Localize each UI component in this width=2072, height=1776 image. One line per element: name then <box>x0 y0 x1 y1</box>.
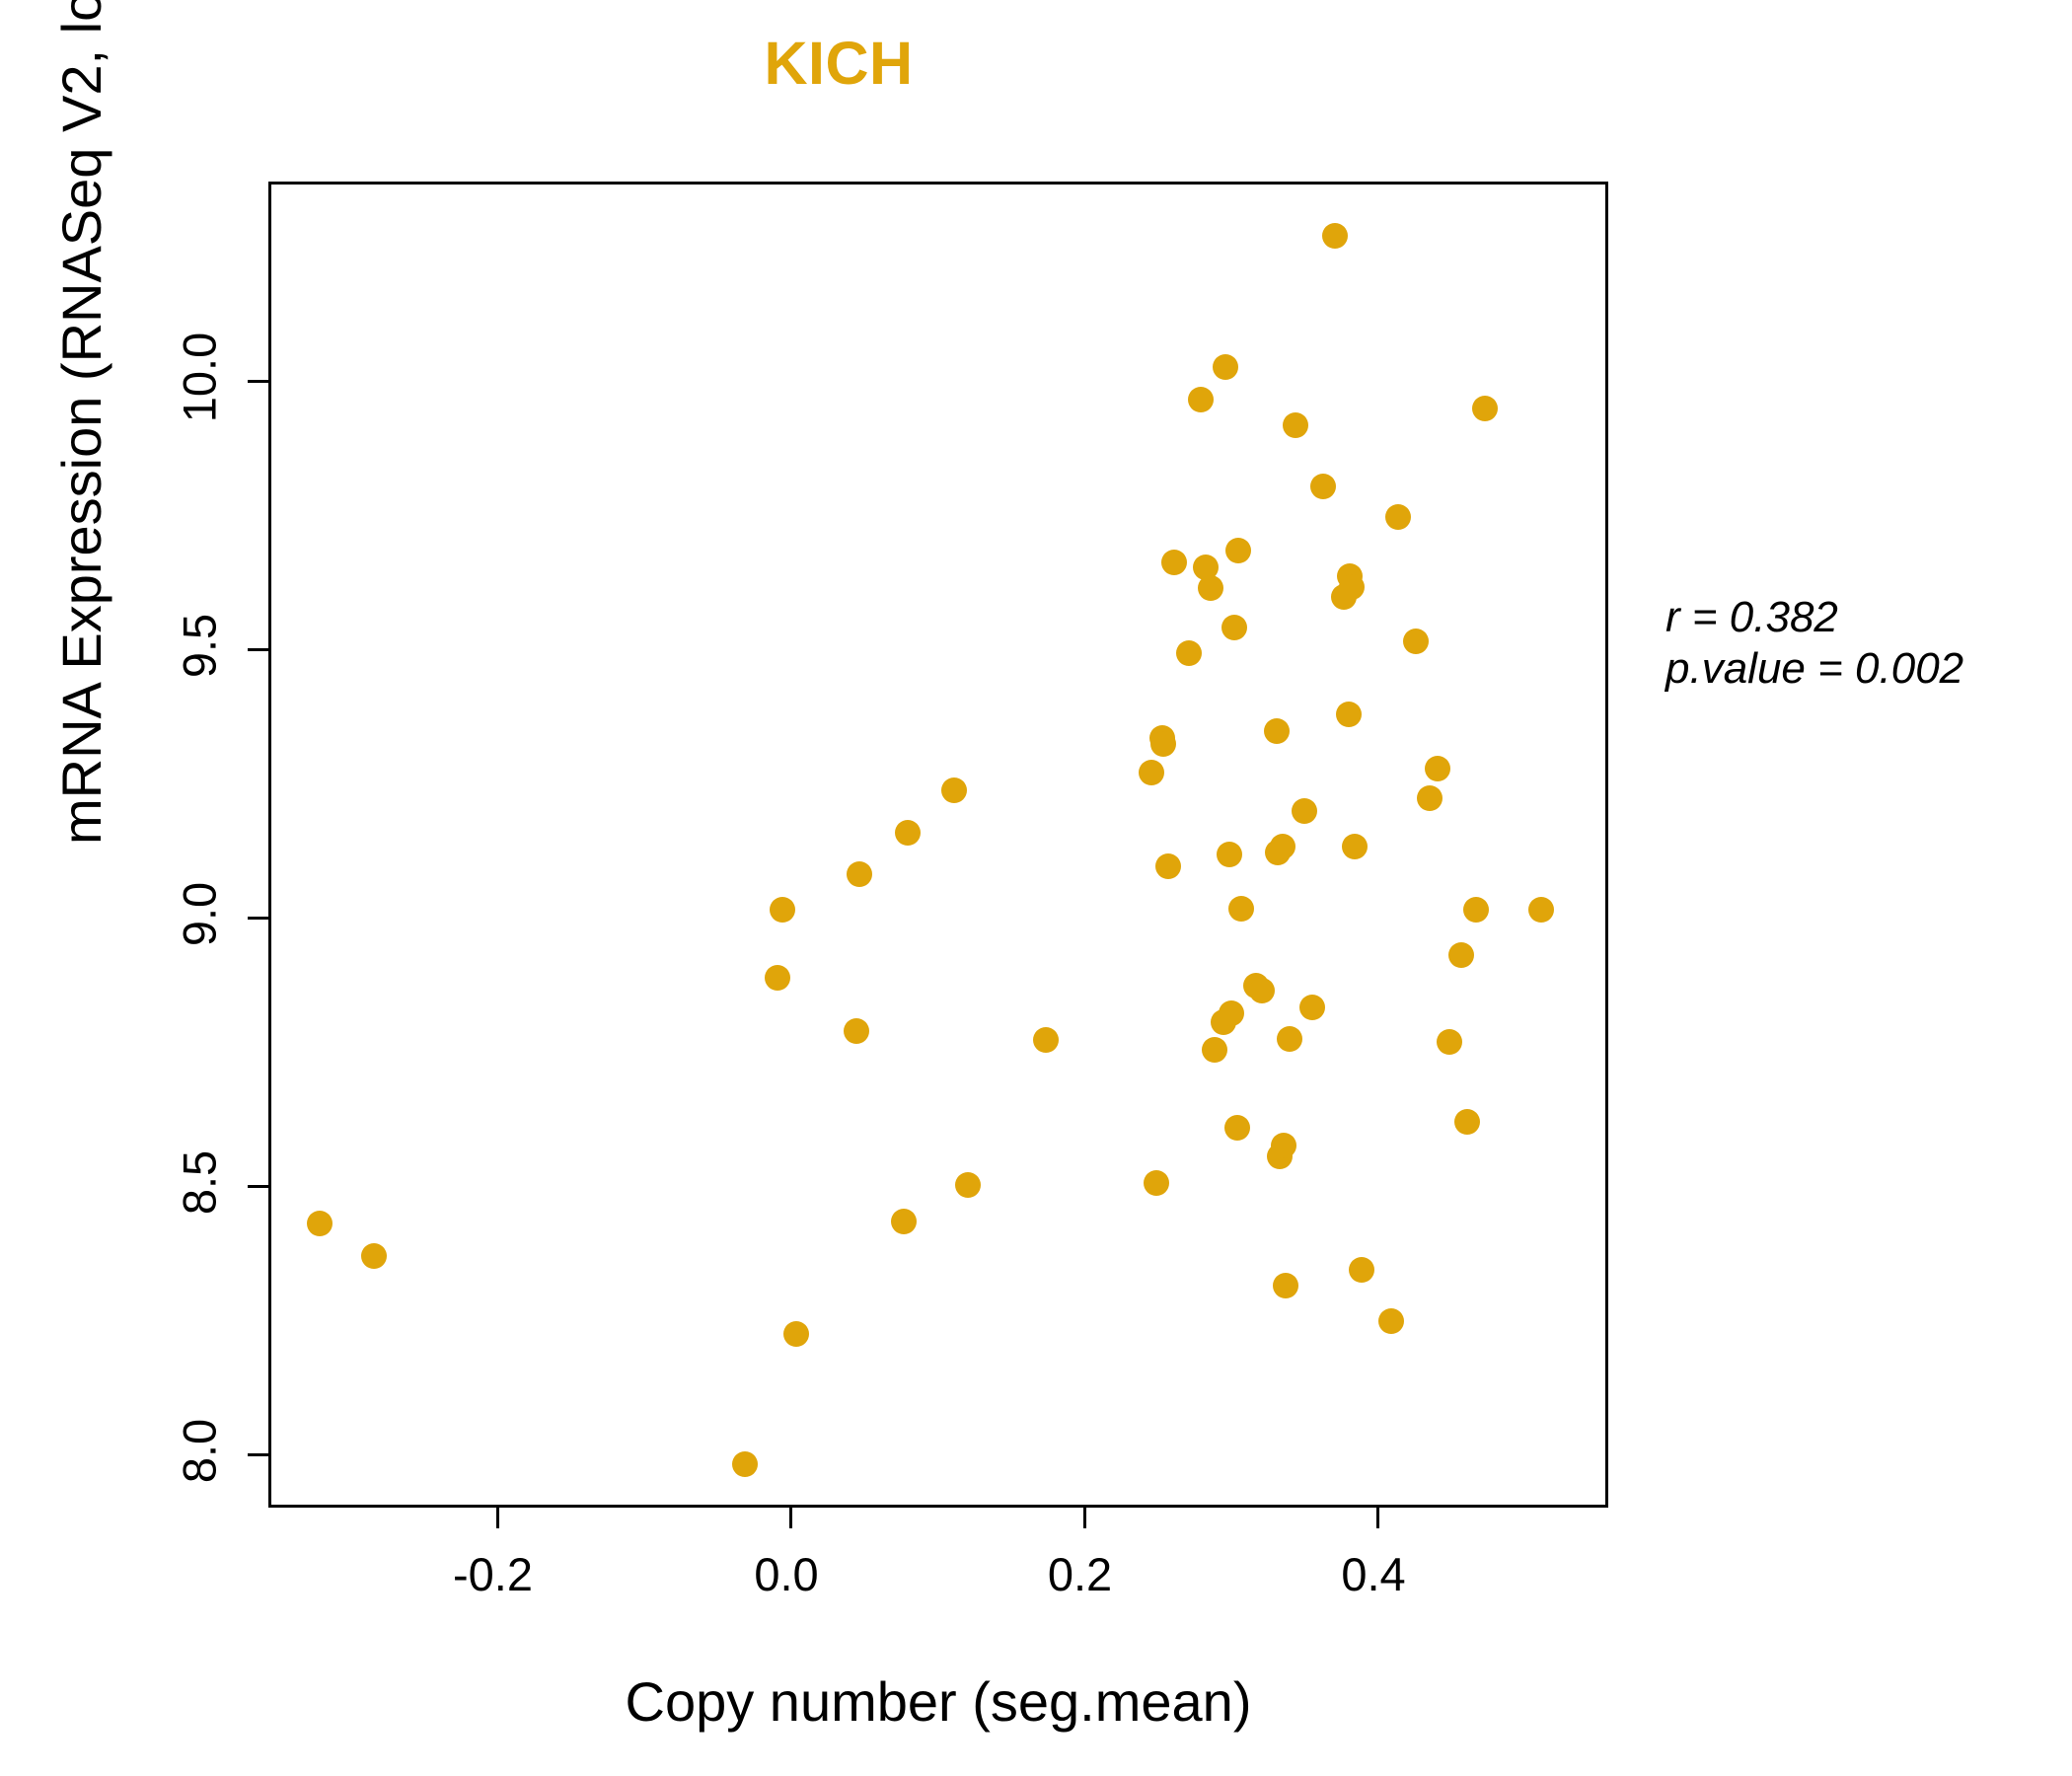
data-point <box>891 1208 918 1234</box>
x-axis-tick <box>495 1505 499 1528</box>
correlation-value: r = 0.382 <box>1665 593 1838 641</box>
data-point <box>1217 842 1243 868</box>
p-value: p.value = 0.002 <box>1665 643 1964 693</box>
data-point <box>1277 1026 1303 1053</box>
data-point <box>1223 1115 1250 1142</box>
x-axis-tick-label: 0.2 <box>1047 1548 1113 1600</box>
data-point <box>1033 1027 1060 1054</box>
page-title: KICH <box>764 30 914 97</box>
data-point <box>1225 537 1252 563</box>
data-point <box>307 1211 333 1237</box>
x-axis-tick <box>1376 1505 1379 1528</box>
data-point <box>1472 395 1499 421</box>
data-point <box>1160 549 1187 575</box>
data-point <box>1139 759 1165 785</box>
data-point <box>1248 978 1275 1004</box>
data-point <box>1269 834 1295 860</box>
data-point <box>1150 730 1177 757</box>
data-point <box>844 1017 870 1044</box>
data-point <box>765 965 791 992</box>
y-axis-tick-label: 8.0 <box>173 1418 226 1483</box>
data-point <box>1212 354 1238 381</box>
data-point <box>361 1243 388 1270</box>
data-point <box>1377 1307 1404 1334</box>
x-axis-tick-label: -0.2 <box>453 1548 533 1600</box>
data-point <box>1263 717 1290 744</box>
stats-annotation: r = 0.382 p.value = 0.002 <box>1665 592 1963 695</box>
x-axis-tick <box>1082 1505 1086 1528</box>
data-point <box>1187 387 1214 413</box>
data-point <box>1448 942 1475 969</box>
y-axis-tick-label: 10.0 <box>173 332 226 422</box>
data-point <box>1271 1132 1297 1158</box>
plot-panel <box>248 182 1608 1528</box>
data-point <box>1202 1036 1228 1063</box>
data-point <box>783 1320 810 1347</box>
data-point <box>1335 701 1362 727</box>
data-point <box>847 861 873 888</box>
data-point <box>1228 896 1255 923</box>
data-point <box>1454 1108 1481 1135</box>
data-point <box>1338 573 1365 600</box>
data-point <box>1175 639 1202 666</box>
y-axis-tick-label: 9.0 <box>173 881 226 946</box>
data-point <box>1221 615 1247 641</box>
data-point <box>1403 628 1430 654</box>
data-point <box>1322 223 1349 250</box>
x-axis-tick-label: 0.0 <box>754 1548 819 1600</box>
data-point <box>1218 999 1244 1026</box>
data-point <box>769 897 795 924</box>
data-point <box>940 777 967 803</box>
data-point <box>1197 574 1223 601</box>
data-point <box>1425 755 1451 781</box>
data-point <box>1463 896 1490 923</box>
data-point <box>1310 473 1337 499</box>
data-point <box>1437 1029 1463 1056</box>
data-point <box>1416 785 1443 812</box>
data-point <box>1283 411 1309 438</box>
data-point <box>1385 504 1412 531</box>
y-axis-tick <box>248 1185 271 1188</box>
y-axis-tick-label: 9.5 <box>173 613 226 678</box>
y-axis-tick <box>248 380 271 383</box>
data-point <box>1143 1169 1169 1196</box>
data-point <box>1298 995 1325 1021</box>
y-axis-tick <box>248 917 271 920</box>
data-point <box>1527 896 1554 923</box>
data-point <box>955 1172 982 1198</box>
x-axis-title: Copy number (seg.mean) <box>625 1670 1252 1733</box>
data-point <box>732 1450 759 1477</box>
data-point <box>1272 1273 1298 1299</box>
x-axis-tick-label: 0.4 <box>1341 1548 1406 1600</box>
data-point <box>1292 798 1318 825</box>
data-points-layer <box>271 185 1605 1505</box>
y-axis-tick <box>248 1453 271 1456</box>
data-point <box>1341 834 1368 860</box>
data-point <box>1349 1256 1375 1283</box>
y-axis-tick-label: 8.5 <box>173 1149 226 1215</box>
x-axis-tick <box>789 1505 792 1528</box>
y-axis-tick <box>248 648 271 651</box>
data-point <box>1154 853 1181 880</box>
data-point <box>895 819 922 846</box>
